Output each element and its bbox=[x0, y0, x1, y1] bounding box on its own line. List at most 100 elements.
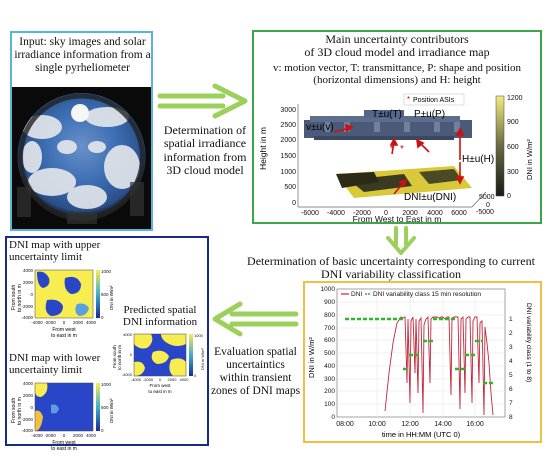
input-box: Input: sky images and solar irradiance i… bbox=[10, 31, 153, 231]
label-h: H±u(H) bbox=[462, 154, 494, 165]
y-right-tick: 5 bbox=[509, 372, 513, 379]
map-y-tick: 4000 bbox=[23, 381, 34, 386]
map-cbar-tick: 1000 bbox=[101, 382, 112, 387]
cbar-tick: 1200 bbox=[507, 95, 523, 102]
map-xlabel: From west bbox=[52, 327, 76, 333]
ts-xlabel: time in HH:MM (UTC 0) bbox=[382, 430, 461, 439]
dni-timeseries-plot: DNI DNI variability class 15 min resolut… bbox=[307, 286, 532, 439]
y-tick: 700 bbox=[324, 325, 335, 332]
map-x-tick: 4000 bbox=[86, 433, 97, 438]
x-tick: 4000 bbox=[427, 210, 443, 217]
ts-ylabel: DNI in W/m² bbox=[307, 337, 316, 378]
map-x-tick: -4000 bbox=[31, 320, 43, 325]
arrow-right-1 bbox=[157, 83, 248, 119]
x-tick: 2000 bbox=[402, 210, 418, 217]
uncertainty-title: Main uncertainty contributors of 3D clou… bbox=[304, 32, 490, 60]
arrow-left-3 bbox=[212, 301, 299, 337]
map-x-tick: 2000 bbox=[73, 320, 84, 325]
input-text: Input: sky images and solar irradiance i… bbox=[14, 36, 151, 74]
y-right-tick: 2 bbox=[509, 330, 513, 337]
y-tick: 0 bbox=[331, 414, 335, 421]
map-x-tick: 0 bbox=[63, 320, 66, 325]
z-tick: 1000 bbox=[280, 169, 296, 176]
map-x-tick: -4000 bbox=[31, 433, 43, 438]
y-tick: 300 bbox=[324, 376, 335, 383]
upper-uncertainty-map: From south to north in m 4000 2000 0 -20… bbox=[11, 268, 114, 339]
depth-tick: 0 bbox=[486, 202, 490, 209]
map-x-tick: 0 bbox=[63, 433, 66, 438]
x-tick: 6000 bbox=[451, 210, 467, 217]
map-x-tick: 2000 bbox=[73, 433, 84, 438]
map-xlabel: to east in m bbox=[51, 446, 77, 452]
predicted-map-title: Predicted spatial DNI information bbox=[122, 304, 198, 329]
variability-box: DNI DNI variability class 15 min resolut… bbox=[303, 281, 542, 443]
map-cbar-tick: 1000 bbox=[101, 269, 112, 274]
z-tick: 0 bbox=[292, 200, 296, 207]
map-ylabel: From south bbox=[11, 397, 17, 423]
y-right-tick: 8 bbox=[509, 414, 513, 421]
map-y-tick: 4000 bbox=[23, 268, 34, 273]
uncertainty-box: Main uncertainty contributors of 3D clou… bbox=[252, 30, 542, 224]
legend-dni: DNI bbox=[351, 291, 362, 298]
map-x-tick: 4000 bbox=[180, 377, 190, 382]
map-y-tick: 2000 bbox=[23, 393, 34, 398]
map-y-tick: -4000 bbox=[21, 428, 33, 433]
map-ylabel: From south bbox=[11, 284, 17, 310]
map-cbar-label: DNI in W/m² bbox=[109, 285, 114, 310]
z-tick: 1500 bbox=[280, 153, 296, 160]
map-cbar-label: DNI in W/m² bbox=[109, 398, 114, 423]
variability-series bbox=[345, 317, 495, 385]
map-y-tick: -4000 bbox=[122, 372, 133, 377]
depth-tick: 5000 bbox=[479, 194, 495, 201]
y-tick: 800 bbox=[324, 312, 335, 319]
map-cbar-tick: 0 bbox=[101, 315, 104, 320]
ts-ylabel-right: DNI variability class (1 to 8) bbox=[525, 303, 532, 382]
map-y-tick: -2000 bbox=[21, 417, 33, 422]
y-right-tick: 1 bbox=[509, 316, 513, 323]
x-tick: -2000 bbox=[353, 210, 371, 217]
label-v: v±u(v) bbox=[306, 122, 334, 133]
map-xlabel: From west bbox=[52, 440, 76, 446]
x-tick: 12:00 bbox=[401, 421, 419, 428]
map-x-tick: -4000 bbox=[131, 377, 142, 382]
map-y-tick: -2000 bbox=[21, 304, 33, 309]
arrow3-label: Evaluation spatial uncertaintics within … bbox=[210, 346, 301, 397]
cbar-tick: 900 bbox=[507, 119, 519, 126]
label-t: T±u(T) bbox=[372, 109, 402, 120]
plot3d-xlabel: From West to East in m bbox=[352, 214, 442, 224]
x-tick: -4000 bbox=[327, 210, 345, 217]
map-x-tick: -2000 bbox=[44, 320, 56, 325]
z-tick: 2000 bbox=[280, 137, 296, 144]
upper-map-title: DNI map with upper uncertainty limit bbox=[9, 239, 101, 264]
cbar-tick: 300 bbox=[507, 169, 519, 176]
y-right-tick: 4 bbox=[509, 358, 513, 365]
y-right-tick: 7 bbox=[509, 400, 513, 407]
label-dni: DNI±u(DNI) bbox=[404, 192, 456, 203]
map-ylabel: to north in m bbox=[17, 284, 23, 312]
arrow1-label: Determination of spatial irradiance info… bbox=[163, 123, 247, 178]
x-tick: 14:00 bbox=[434, 421, 452, 428]
x-tick: -6000 bbox=[301, 210, 319, 217]
plot3d-ylabel: Height in m bbox=[258, 127, 268, 170]
cbar-label: DNI in W/m² bbox=[525, 139, 534, 180]
map-y-tick: 0 bbox=[30, 405, 33, 410]
arrow-down-2 bbox=[386, 226, 416, 255]
map-x-tick: -2000 bbox=[44, 433, 56, 438]
map-x-tick: 0 bbox=[159, 377, 162, 382]
legend-marker: * bbox=[407, 95, 410, 104]
y-tick: 100 bbox=[324, 401, 335, 408]
map-y-tick: 0 bbox=[130, 352, 133, 357]
y-tick: 600 bbox=[324, 337, 335, 344]
maps-box: DNI map with upper uncertainty limit Pre… bbox=[5, 236, 209, 452]
lower-uncertainty-map: From south to north in m 4000 2000 0 -20… bbox=[11, 381, 114, 452]
map-cbar-label: DNI in W/m² bbox=[200, 348, 205, 370]
z-tick: 2500 bbox=[280, 122, 296, 129]
legend-position-asis: Position ASIs bbox=[413, 97, 455, 104]
map-cbar-tick: 0 bbox=[194, 373, 197, 378]
map-ylabel: to north in m bbox=[17, 397, 23, 425]
map-x-tick: 2000 bbox=[168, 377, 178, 382]
map-xlabel: to east in m bbox=[51, 333, 77, 339]
map-y-tick: 2000 bbox=[23, 280, 34, 285]
y-tick: 900 bbox=[324, 299, 335, 306]
map-x-tick: 4000 bbox=[86, 320, 97, 325]
